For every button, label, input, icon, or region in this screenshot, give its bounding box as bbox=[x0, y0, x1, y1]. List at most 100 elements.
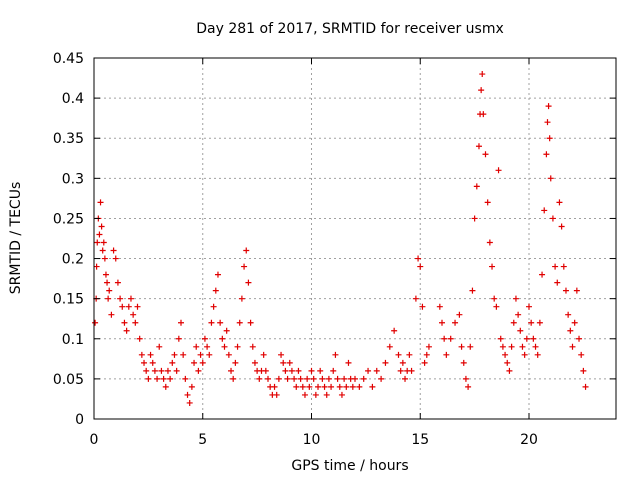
data-point bbox=[319, 375, 326, 382]
data-point bbox=[160, 375, 167, 382]
data-point bbox=[471, 215, 478, 222]
data-point bbox=[162, 383, 169, 390]
data-point bbox=[443, 351, 450, 358]
data-point bbox=[100, 239, 107, 246]
data-point bbox=[554, 279, 561, 286]
x-axis-label: GPS time / hours bbox=[291, 458, 408, 474]
data-point bbox=[280, 359, 287, 366]
data-point bbox=[352, 375, 358, 382]
data-point bbox=[479, 71, 486, 78]
data-point bbox=[112, 255, 119, 262]
data-point bbox=[171, 351, 178, 358]
data-point bbox=[545, 103, 552, 110]
data-point bbox=[101, 255, 108, 262]
data-point bbox=[439, 319, 445, 326]
data-point bbox=[415, 255, 422, 262]
data-point bbox=[406, 351, 413, 358]
data-point bbox=[491, 295, 498, 302]
data-point bbox=[417, 263, 424, 270]
data-point bbox=[317, 367, 324, 374]
data-point bbox=[228, 367, 235, 374]
data-point bbox=[167, 375, 174, 382]
data-point bbox=[127, 295, 134, 302]
data-point bbox=[219, 335, 226, 342]
data-point bbox=[421, 359, 428, 366]
data-point bbox=[149, 359, 156, 366]
data-point bbox=[249, 343, 256, 350]
data-point bbox=[412, 295, 419, 302]
data-point bbox=[110, 247, 117, 254]
data-point bbox=[349, 383, 356, 390]
data-point bbox=[256, 375, 263, 382]
data-point bbox=[236, 319, 243, 326]
data-point bbox=[291, 375, 298, 382]
data-point bbox=[499, 343, 506, 350]
data-point bbox=[96, 231, 103, 238]
data-point bbox=[343, 383, 350, 390]
data-point bbox=[238, 295, 245, 302]
data-point bbox=[530, 335, 537, 342]
data-point bbox=[517, 327, 524, 334]
data-point bbox=[484, 199, 491, 206]
data-point bbox=[262, 367, 269, 374]
data-point bbox=[208, 319, 215, 326]
data-point bbox=[436, 303, 443, 310]
data-point bbox=[145, 375, 152, 382]
y-axis-label: SRMTID / TECUs bbox=[8, 182, 24, 295]
x-tick-label: 5 bbox=[198, 432, 207, 448]
data-point bbox=[423, 351, 430, 358]
data-point bbox=[154, 375, 161, 382]
data-point bbox=[180, 351, 187, 358]
data-point bbox=[373, 367, 380, 374]
data-point bbox=[441, 335, 448, 342]
data-point bbox=[251, 359, 258, 366]
data-point bbox=[278, 351, 285, 358]
data-point bbox=[534, 351, 541, 358]
y-tick-label: 0.05 bbox=[53, 372, 84, 388]
data-point bbox=[247, 319, 254, 326]
data-point bbox=[158, 367, 165, 374]
data-point bbox=[93, 263, 100, 270]
chart-title: Day 281 of 2017, SRMTID for receiver usm… bbox=[196, 21, 504, 37]
data-point bbox=[123, 327, 130, 334]
data-point bbox=[569, 343, 576, 350]
data-point bbox=[121, 319, 128, 326]
data-point bbox=[495, 167, 502, 174]
y-tick-label: 0.45 bbox=[53, 51, 84, 67]
data-point bbox=[458, 343, 465, 350]
data-point bbox=[284, 375, 291, 382]
x-tick-label: 15 bbox=[411, 432, 429, 448]
data-point bbox=[365, 367, 372, 374]
data-point bbox=[275, 375, 282, 382]
x-tick-label: 20 bbox=[520, 432, 538, 448]
data-point bbox=[456, 311, 463, 318]
data-point bbox=[402, 375, 409, 382]
axis-ticks bbox=[93, 57, 616, 420]
data-point bbox=[408, 367, 415, 374]
data-point bbox=[447, 335, 454, 342]
data-point bbox=[105, 295, 112, 302]
data-point bbox=[482, 151, 489, 158]
data-point bbox=[562, 287, 569, 294]
data-point bbox=[97, 199, 104, 206]
y-tick-label: 0.2 bbox=[62, 252, 84, 268]
data-point bbox=[286, 359, 293, 366]
data-point bbox=[94, 239, 101, 246]
data-point bbox=[521, 351, 528, 358]
data-point bbox=[330, 367, 337, 374]
data-point bbox=[502, 351, 509, 358]
data-point bbox=[546, 135, 553, 142]
data-point bbox=[104, 279, 111, 286]
data-point bbox=[173, 367, 180, 374]
data-point bbox=[299, 383, 306, 390]
data-point bbox=[230, 375, 237, 382]
data-point bbox=[265, 375, 271, 382]
y-tick-label: 0.3 bbox=[62, 171, 84, 187]
data-point bbox=[391, 327, 398, 334]
data-point bbox=[378, 375, 385, 382]
data-point bbox=[306, 383, 313, 390]
data-point bbox=[117, 295, 124, 302]
data-point bbox=[547, 175, 554, 182]
data-point bbox=[512, 295, 519, 302]
